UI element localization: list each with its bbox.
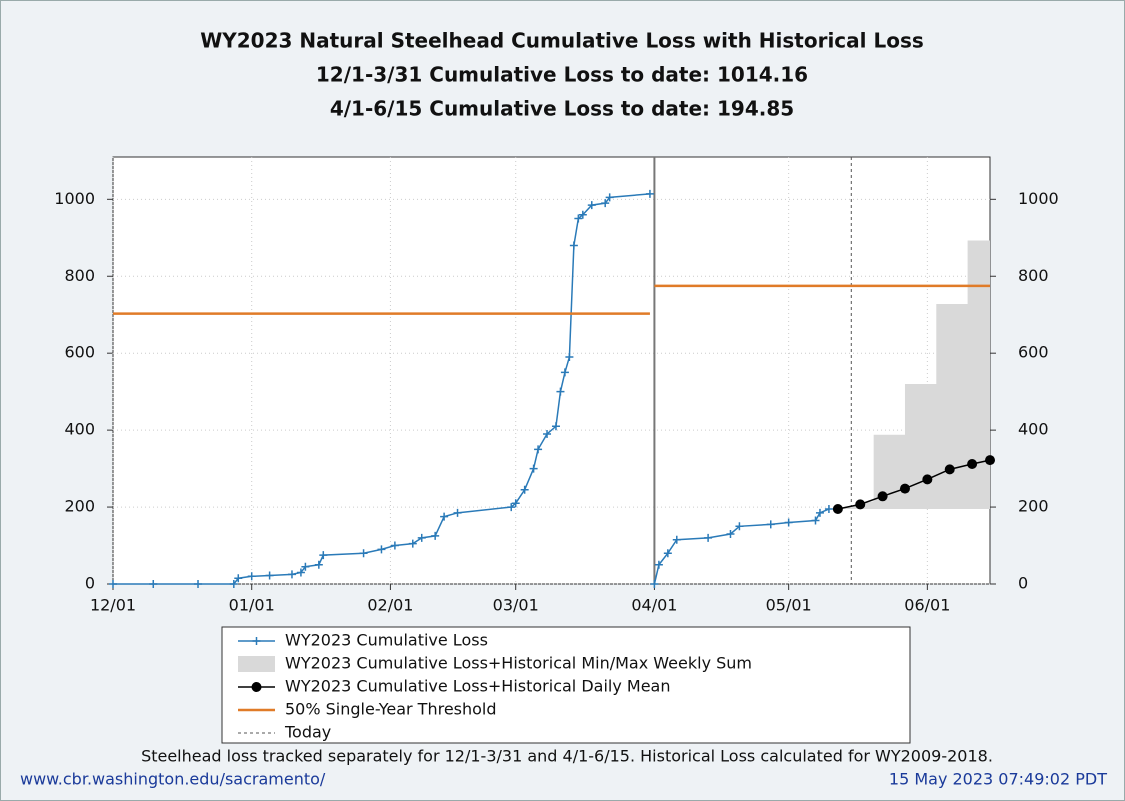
point [650, 580, 659, 588]
legend-label: 50% Single-Year Threshold [285, 700, 497, 719]
point [877, 491, 888, 502]
point [578, 210, 587, 219]
point [265, 571, 274, 580]
point [704, 533, 713, 542]
point [824, 505, 833, 514]
point [529, 464, 538, 473]
point [440, 512, 449, 521]
y-tick-label: 200 [64, 497, 95, 516]
y2-tick-label: 600 [1018, 343, 1049, 362]
y-tick-label: 400 [64, 420, 95, 439]
point [605, 193, 614, 202]
x-tick-label: 06/01 [904, 596, 950, 615]
legend-marker [252, 637, 261, 645]
note: Steelhead loss tracked separately for 12… [141, 747, 993, 766]
subtitle: 4/1-6/15 Cumulative Loss to date: 194.85 [330, 97, 794, 121]
point [766, 520, 775, 529]
point [301, 562, 310, 571]
point [811, 516, 820, 525]
legend-label: WY2023 Cumulative Loss [285, 631, 488, 650]
source-link[interactable]: www.cbr.washington.edu/sacramento/ [20, 770, 326, 789]
chart-title: WY2023 Natural Steelhead Cumulative Loss… [200, 29, 924, 53]
point [663, 549, 672, 558]
legend-label: Today [284, 723, 331, 742]
point [899, 483, 910, 494]
point [645, 189, 654, 198]
point [654, 560, 663, 569]
point [319, 551, 328, 560]
x-tick-label: 12/01 [90, 596, 136, 615]
point [560, 368, 569, 377]
point [601, 199, 610, 208]
point [408, 539, 417, 548]
point [551, 422, 560, 431]
y2-tick-label: 200 [1018, 497, 1049, 516]
point [569, 241, 578, 250]
point [815, 508, 824, 517]
point [453, 508, 462, 517]
legend-marker [251, 682, 262, 692]
point [511, 499, 520, 508]
y-tick-label: 1000 [54, 189, 95, 208]
point [377, 545, 386, 554]
point [534, 445, 543, 454]
y2-tick-label: 1000 [1018, 189, 1059, 208]
point [109, 580, 117, 588]
point [296, 568, 305, 577]
point [922, 474, 933, 485]
x-tick-label: 03/01 [493, 596, 539, 615]
point [390, 541, 399, 550]
point [735, 522, 744, 531]
point [985, 455, 995, 466]
x-tick-label: 01/01 [229, 596, 275, 615]
timestamp: 15 May 2023 07:49:02 PDT [889, 770, 1107, 789]
point [967, 458, 978, 469]
point [587, 201, 596, 210]
point [672, 535, 681, 544]
subtitle: 12/1-3/31 Cumulative Loss to date: 1014.… [316, 63, 808, 87]
point [832, 503, 843, 514]
x-tick-label: 02/01 [367, 596, 413, 615]
point [855, 499, 866, 510]
y-tick-label: 800 [64, 266, 95, 285]
point [556, 387, 565, 396]
legend-swatch [238, 656, 275, 672]
y2-tick-label: 0 [1018, 574, 1028, 593]
point [520, 485, 529, 494]
point [574, 214, 583, 223]
point [507, 503, 516, 512]
point [359, 549, 368, 558]
legend [221, 626, 911, 744]
y2-tick-label: 400 [1018, 420, 1049, 439]
y2-tick-label: 800 [1018, 266, 1049, 285]
point [247, 572, 256, 581]
point [944, 464, 955, 475]
point [314, 560, 323, 569]
point [431, 531, 440, 540]
legend-label: WY2023 Cumulative Loss+Historical Min/Ma… [285, 654, 752, 673]
point [194, 580, 203, 588]
y-tick-label: 600 [64, 343, 95, 362]
minmax-band [837, 240, 990, 509]
point [417, 533, 426, 542]
y-tick-label: 0 [85, 574, 95, 593]
point [565, 353, 574, 362]
legend-label: WY2023 Cumulative Loss+Historical Daily … [285, 677, 671, 696]
point [149, 580, 158, 588]
x-tick-label: 05/01 [766, 596, 812, 615]
plot-area [112, 156, 991, 585]
point [234, 574, 243, 583]
point [287, 570, 296, 579]
series-line [113, 284, 990, 315]
x-tick-label: 04/01 [631, 596, 677, 615]
point [784, 518, 793, 527]
point [726, 529, 735, 538]
point [229, 580, 238, 588]
point [543, 429, 552, 438]
